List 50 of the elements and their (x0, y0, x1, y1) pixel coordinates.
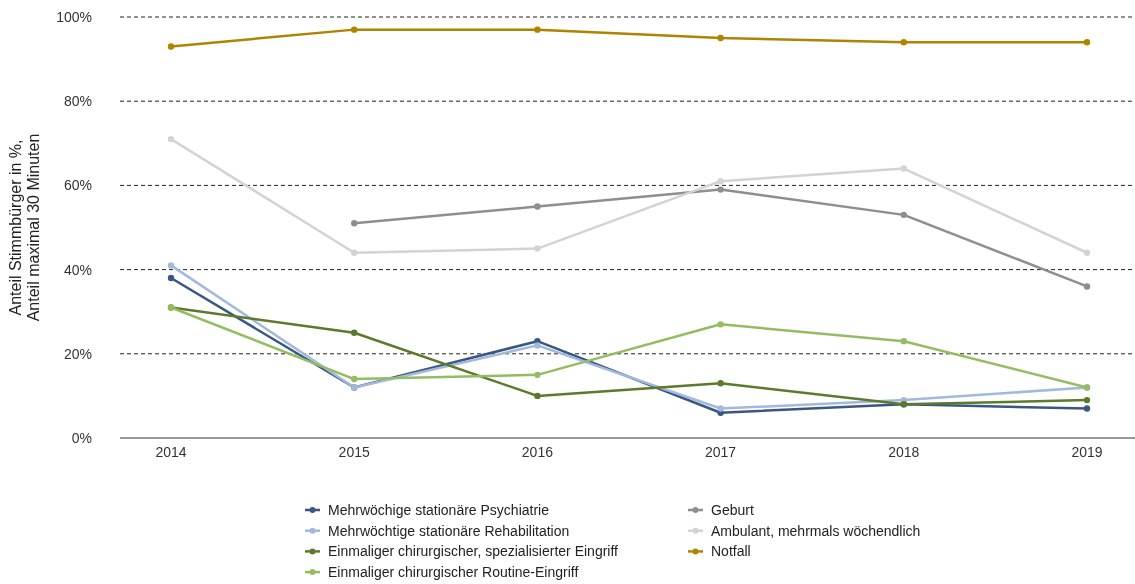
point (167, 262, 175, 269)
point (534, 342, 541, 349)
point (1083, 249, 1091, 256)
point (534, 245, 541, 252)
point (717, 186, 724, 193)
x-tick-label: 2014 (155, 444, 187, 460)
point (717, 177, 724, 185)
point (351, 249, 358, 256)
point (900, 337, 907, 345)
point (1083, 283, 1091, 290)
x-tick-label: 2019 (1071, 444, 1103, 460)
point (900, 165, 907, 172)
y-axis-title: Anteil Stimmbürger in %, Anteil maximal 30 Minuten (7, 133, 42, 322)
point (900, 39, 907, 46)
point (167, 135, 175, 143)
point (1083, 396, 1091, 404)
point (167, 43, 175, 50)
y-tick-label: 0% (71, 429, 92, 446)
legend-label: Einmaliger chirurgischer Routine-Eingriff (328, 564, 579, 580)
point (717, 34, 724, 42)
legend-label: Geburt (711, 501, 754, 518)
point (717, 405, 724, 412)
y-tick-label: 100% (56, 8, 92, 25)
legend-label: Notfall (711, 543, 751, 560)
x-tick-label: 2016 (521, 444, 554, 460)
x-tick-label: 2015 (338, 444, 370, 460)
point (1083, 405, 1091, 412)
point (351, 375, 358, 383)
point (351, 26, 358, 33)
y-tick-label: 60% (63, 177, 92, 194)
y-tick-label: 80% (63, 93, 92, 110)
point (534, 371, 541, 379)
point (167, 274, 175, 282)
x-tick-label: 2018 (888, 444, 920, 460)
point (1083, 39, 1091, 46)
legend-label: Einmaliger chirurgischer, spezialisierter Eingriff (328, 543, 619, 560)
point (351, 329, 358, 336)
point (900, 211, 907, 219)
point (534, 26, 541, 33)
legend-label: Mehrwöchtige stationäre Rehabilitation (328, 522, 570, 539)
y-tick-label: 40% (63, 261, 92, 278)
x-tick-label: 2017 (705, 444, 737, 460)
point (534, 392, 541, 400)
y-tick-label: 20% (63, 345, 92, 362)
point (534, 203, 541, 210)
point (717, 380, 724, 387)
legend-label: Mehrwöchige stationäre Psychiatrie (328, 501, 550, 518)
point (351, 220, 358, 227)
legend-label: Ambulant, mehrmals wöchendlich (711, 522, 921, 539)
point (717, 321, 724, 328)
